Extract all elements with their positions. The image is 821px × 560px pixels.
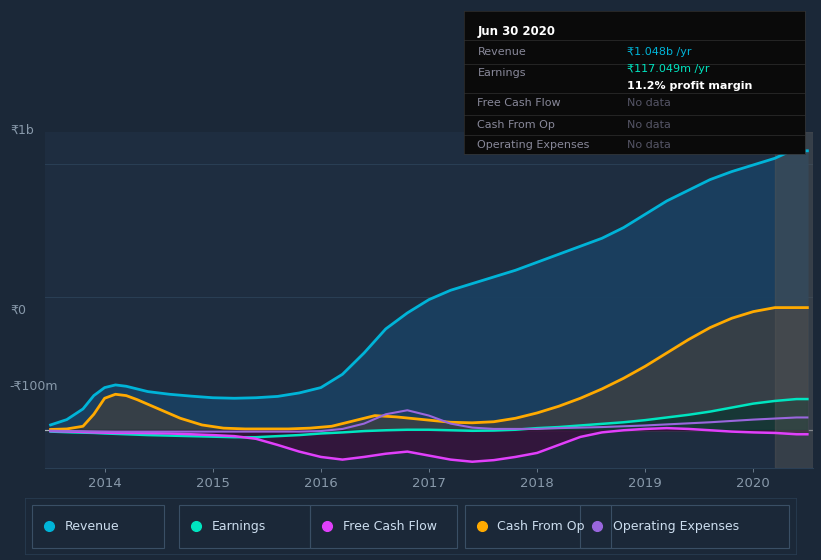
Text: -₹100m: -₹100m [10,380,58,393]
Text: No data: No data [627,99,672,108]
Text: 11.2% profit margin: 11.2% profit margin [627,81,753,91]
Text: Operating Expenses: Operating Expenses [478,139,589,150]
Text: ₹1b: ₹1b [10,123,34,137]
Text: Free Cash Flow: Free Cash Flow [342,520,437,533]
Text: Cash From Op: Cash From Op [497,520,585,533]
Text: ₹1.048b /yr: ₹1.048b /yr [627,47,692,57]
Text: Earnings: Earnings [211,520,266,533]
Text: No data: No data [627,139,672,150]
Text: Jun 30 2020: Jun 30 2020 [478,26,556,39]
Text: Cash From Op: Cash From Op [478,120,555,130]
Text: Earnings: Earnings [478,68,526,78]
Text: ₹117.049m /yr: ₹117.049m /yr [627,64,710,74]
Text: No data: No data [627,120,672,130]
Text: Free Cash Flow: Free Cash Flow [478,99,561,108]
Text: Revenue: Revenue [478,47,526,57]
Text: Operating Expenses: Operating Expenses [612,520,739,533]
Text: Revenue: Revenue [65,520,119,533]
Bar [775,132,813,468]
Text: ₹0: ₹0 [10,304,25,318]
